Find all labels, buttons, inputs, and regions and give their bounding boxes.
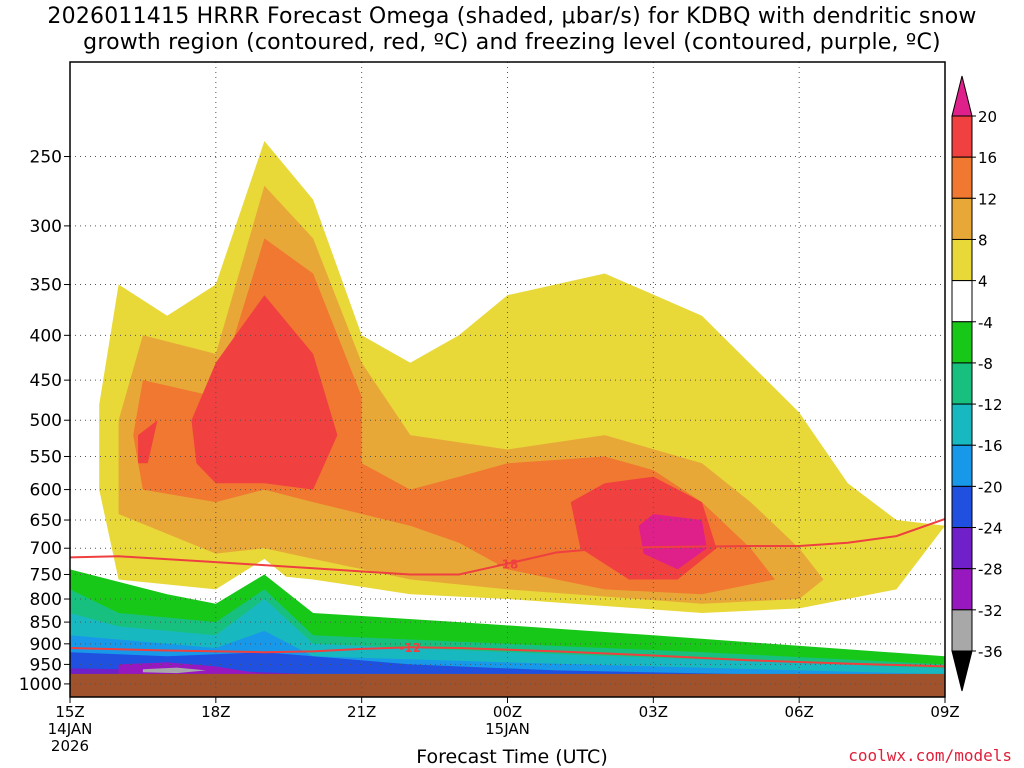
y-tick-label-400: 400 bbox=[30, 326, 62, 346]
omega-region-17 bbox=[142, 667, 207, 674]
y-tick-label-1000: 1000 bbox=[19, 675, 62, 695]
colorbar-arrow-top bbox=[951, 75, 973, 117]
x-tick-hour: 18Z bbox=[201, 703, 231, 721]
chart-title: 2026011415 HRRR Forecast Omega (shaded, … bbox=[0, 4, 1024, 56]
colorbar-bin-8 bbox=[951, 197, 973, 240]
colorbar-label--4: -4 bbox=[978, 314, 993, 332]
y-tick-label-700: 700 bbox=[30, 539, 62, 559]
y-tick-label-250: 250 bbox=[30, 148, 62, 168]
x-tick-hour: 06Z bbox=[784, 703, 814, 721]
contour-label-0: -18 bbox=[497, 558, 519, 572]
y-tick-label-450: 450 bbox=[30, 371, 62, 391]
colorbar-label--32: -32 bbox=[978, 602, 1003, 620]
colorbar-bin-12 bbox=[951, 156, 973, 199]
x-tick-label-21Z: 21Z bbox=[322, 704, 402, 721]
y-tick-label-850: 850 bbox=[30, 613, 62, 633]
colorbar-label-4: 4 bbox=[978, 273, 988, 291]
colorbar-bin-16 bbox=[951, 115, 973, 158]
x-tick-label-03Z: 03Z bbox=[613, 704, 693, 721]
x-tick-hour: 03Z bbox=[638, 703, 669, 721]
x-tick-hour: 09Z bbox=[930, 703, 960, 721]
x-tick-hour: 21Z bbox=[346, 703, 377, 721]
colorbar-label--8: -8 bbox=[978, 355, 993, 373]
colorbar-label--24: -24 bbox=[978, 520, 1003, 538]
colorbar-bin--24 bbox=[951, 485, 973, 529]
colorbar-bin--32 bbox=[951, 568, 973, 611]
colorbar-label-20: 20 bbox=[978, 108, 997, 126]
colorbar-bin--36 bbox=[951, 609, 973, 652]
x-tick-label-18Z: 18Z bbox=[176, 704, 256, 721]
y-tick-label-300: 300 bbox=[30, 217, 62, 237]
omega-region-6 bbox=[638, 514, 707, 570]
contour-line-1 bbox=[70, 646, 945, 668]
y-tick-label-550: 550 bbox=[30, 447, 62, 467]
colorbar-bin--28 bbox=[951, 527, 973, 570]
x-tick-date: 14JAN bbox=[47, 720, 93, 738]
x-axis-title: Forecast Time (UTC) bbox=[416, 746, 608, 768]
colorbar-label--36: -36 bbox=[978, 643, 1003, 661]
colorbar-arrow-bottom bbox=[951, 650, 973, 692]
x-tick-hour: 15Z bbox=[55, 703, 85, 721]
x-tick-label-00Z: 00Z 15JAN bbox=[468, 704, 548, 738]
colorbar-label-8: 8 bbox=[978, 231, 988, 249]
omega-region-8 bbox=[556, 171, 644, 226]
colorbar-bin-4 bbox=[951, 238, 973, 282]
colorbar-label-12: 12 bbox=[978, 190, 997, 208]
y-tick-label-600: 600 bbox=[30, 481, 62, 501]
x-tick-year: 2026 bbox=[50, 737, 90, 755]
colorbar-bin--12 bbox=[951, 362, 973, 405]
x-tick-hour: 00Z bbox=[492, 703, 523, 721]
y-tick-label-800: 800 bbox=[30, 590, 62, 610]
y-tick-label-350: 350 bbox=[30, 276, 62, 296]
y-tick-label-750: 750 bbox=[30, 565, 62, 585]
title-line-1: 2026011415 HRRR Forecast Omega (shaded, … bbox=[47, 4, 977, 29]
omega-region-3 bbox=[138, 420, 158, 464]
contour-line-0 bbox=[70, 517, 945, 576]
colorbar-label--16: -16 bbox=[978, 437, 1003, 455]
credit-link[interactable]: coolwx.com/models bbox=[848, 746, 1012, 765]
title-line-2: growth region (contoured, red, ºC) and f… bbox=[83, 30, 941, 55]
colorbar-label--20: -20 bbox=[978, 478, 1003, 496]
colorbar-label-16: 16 bbox=[978, 149, 997, 167]
x-tick-label-06Z: 06Z bbox=[759, 704, 839, 721]
contour-label-1: -12 bbox=[399, 641, 421, 655]
colorbar-label--12: -12 bbox=[978, 396, 1003, 414]
x-tick-label-15Z: 15Z 14JAN 2026 bbox=[30, 704, 110, 755]
colorbar-bin--20 bbox=[951, 444, 973, 487]
x-tick-label-09Z: 09Z bbox=[905, 704, 985, 721]
x-tick-date: 15JAN bbox=[485, 720, 530, 738]
plot-area: -18 -12 bbox=[70, 62, 945, 697]
omega-region-7 bbox=[799, 262, 945, 484]
colorbar-bin--4 bbox=[951, 280, 973, 323]
colorbar-bin--16 bbox=[951, 403, 973, 446]
y-tick-label-950: 950 bbox=[30, 655, 62, 675]
y-tick-label-500: 500 bbox=[30, 411, 62, 431]
y-tick-label-650: 650 bbox=[30, 511, 62, 531]
colorbar-bin--8 bbox=[951, 321, 973, 364]
colorbar-label--28: -28 bbox=[978, 561, 1003, 579]
omega-region-4 bbox=[191, 295, 338, 490]
y-tick-label-900: 900 bbox=[30, 635, 62, 655]
ground-fill bbox=[70, 673, 945, 697]
